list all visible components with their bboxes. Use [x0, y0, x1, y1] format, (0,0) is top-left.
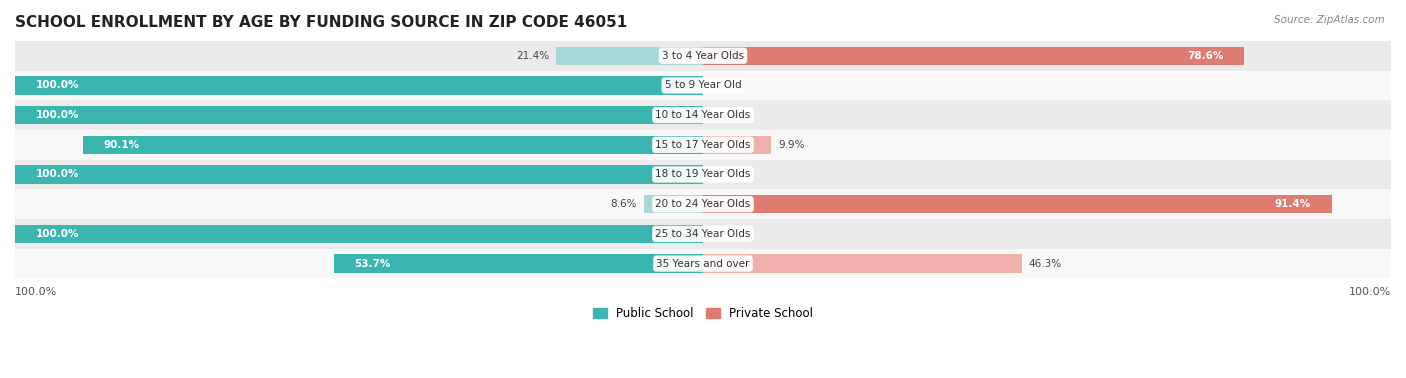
Text: 91.4%: 91.4%: [1275, 199, 1312, 209]
Text: 21.4%: 21.4%: [516, 51, 548, 61]
Text: 100.0%: 100.0%: [35, 169, 79, 180]
Bar: [83, 136, 703, 154]
Text: 78.6%: 78.6%: [1187, 51, 1223, 61]
Legend: Public School, Private School: Public School, Private School: [588, 302, 818, 325]
Bar: [15, 219, 1391, 249]
Bar: [15, 189, 1391, 219]
Text: 100.0%: 100.0%: [35, 229, 79, 239]
Bar: [555, 46, 703, 65]
Text: 18 to 19 Year Olds: 18 to 19 Year Olds: [655, 169, 751, 180]
Bar: [15, 160, 1391, 189]
Text: 9.9%: 9.9%: [778, 140, 804, 150]
Bar: [15, 100, 1391, 130]
Bar: [15, 41, 1391, 71]
Bar: [15, 71, 1391, 100]
Bar: [15, 249, 1391, 279]
Text: 10 to 14 Year Olds: 10 to 14 Year Olds: [655, 110, 751, 120]
Bar: [703, 46, 1244, 65]
Text: 100.0%: 100.0%: [35, 81, 79, 90]
Bar: [703, 136, 770, 154]
Text: 5 to 9 Year Old: 5 to 9 Year Old: [665, 81, 741, 90]
Text: 100.0%: 100.0%: [15, 287, 58, 297]
Text: 15 to 17 Year Olds: 15 to 17 Year Olds: [655, 140, 751, 150]
Bar: [333, 254, 703, 273]
Bar: [15, 76, 703, 94]
Bar: [15, 130, 1391, 160]
Text: 35 Years and over: 35 Years and over: [657, 259, 749, 268]
Bar: [15, 225, 703, 243]
Text: 46.3%: 46.3%: [1028, 259, 1062, 268]
Bar: [15, 165, 703, 184]
Bar: [703, 254, 1022, 273]
Bar: [703, 195, 1331, 214]
Text: 3 to 4 Year Olds: 3 to 4 Year Olds: [662, 51, 744, 61]
Text: 53.7%: 53.7%: [354, 259, 391, 268]
Bar: [15, 106, 703, 124]
Text: 90.1%: 90.1%: [104, 140, 139, 150]
Text: 25 to 34 Year Olds: 25 to 34 Year Olds: [655, 229, 751, 239]
Text: 100.0%: 100.0%: [1348, 287, 1391, 297]
Text: 20 to 24 Year Olds: 20 to 24 Year Olds: [655, 199, 751, 209]
Text: SCHOOL ENROLLMENT BY AGE BY FUNDING SOURCE IN ZIP CODE 46051: SCHOOL ENROLLMENT BY AGE BY FUNDING SOUR…: [15, 15, 627, 30]
Text: 8.6%: 8.6%: [610, 199, 637, 209]
Text: Source: ZipAtlas.com: Source: ZipAtlas.com: [1274, 15, 1385, 25]
Bar: [644, 195, 703, 214]
Text: 100.0%: 100.0%: [35, 110, 79, 120]
